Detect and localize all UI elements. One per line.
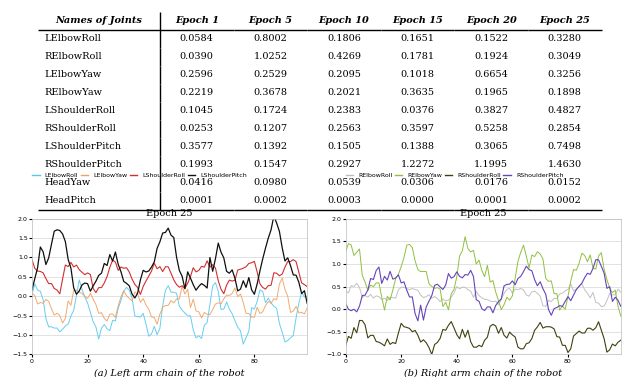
Title: Epoch 25: Epoch 25 (147, 209, 193, 218)
X-axis label: (a) Left arm chain of the robot: (a) Left arm chain of the robot (94, 369, 245, 377)
Legend: RElbowRoll, RElbowYaw, RShoulderRoll, RShoulderPitch: RElbowRoll, RElbowYaw, RShoulderRoll, RS… (343, 170, 566, 181)
Legend: LElbowRoll, LElbowYaw, LShoulderRoll, LShoulderPitch: LElbowRoll, LElbowYaw, LShoulderRoll, LS… (29, 170, 250, 181)
Title: Epoch 25: Epoch 25 (460, 209, 506, 218)
X-axis label: (b) Right arm chain of the robot: (b) Right arm chain of the robot (404, 369, 562, 377)
